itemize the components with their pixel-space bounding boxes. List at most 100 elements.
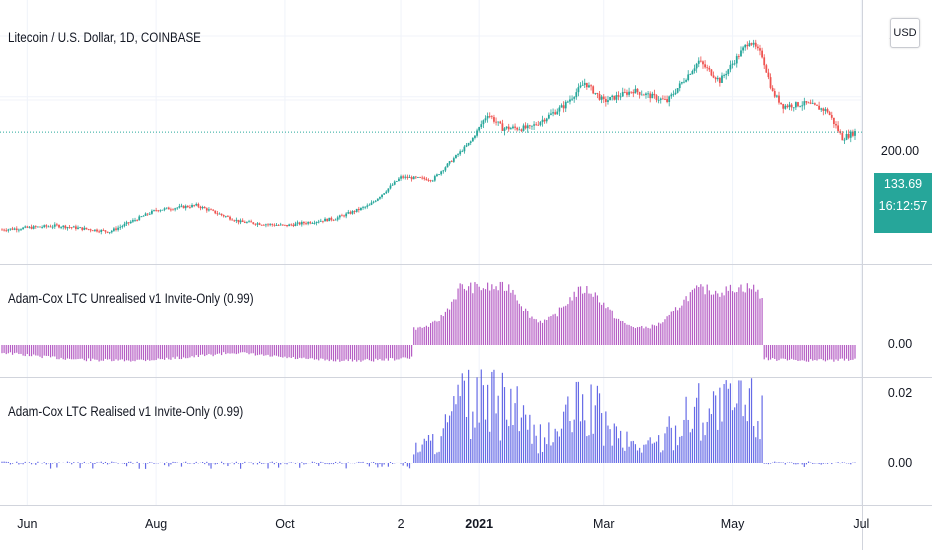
candle-body-54 <box>115 228 117 230</box>
candle-body-309 <box>653 93 656 96</box>
candle-body-21 <box>45 225 48 227</box>
candle-body-221 <box>467 142 470 146</box>
candle-body-178 <box>376 198 379 201</box>
candle-body-399 <box>843 139 846 141</box>
candle-body-245 <box>518 129 521 131</box>
candle-body-181 <box>383 193 386 195</box>
candle-body-129 <box>273 224 276 226</box>
candle-body-262 <box>554 112 557 115</box>
candle-body-362 <box>765 65 768 73</box>
candle-body-201 <box>425 178 428 181</box>
candle-body-74 <box>157 210 160 212</box>
candle-body-350 <box>740 50 742 57</box>
last-price-badge: 133.69 16:12:57 <box>874 173 932 233</box>
candle-body-202 <box>427 180 430 182</box>
price-axis-label-200: 200.00 <box>881 144 919 158</box>
candle-body-355 <box>750 43 753 45</box>
candle-body-237 <box>501 123 504 131</box>
candle-body-194 <box>410 177 413 180</box>
candle-body-95 <box>201 207 204 209</box>
candle-body-10 <box>22 227 25 230</box>
candle-body-108 <box>229 216 231 220</box>
candle-body-275 <box>581 84 584 86</box>
candle-body-61 <box>129 221 132 224</box>
candle-body-214 <box>452 158 455 162</box>
candle-body-131 <box>277 225 280 226</box>
candle-body-313 <box>661 98 664 100</box>
candle-body-96 <box>203 207 206 209</box>
candle-body-289 <box>611 95 614 98</box>
candle-body-371 <box>784 105 787 109</box>
candle-body-87 <box>184 205 187 209</box>
candle-body-190 <box>402 176 405 178</box>
candle-body-198 <box>419 177 421 178</box>
candle-body-9 <box>20 229 22 231</box>
candle-body-13 <box>28 226 31 228</box>
candle-body-163 <box>345 213 348 217</box>
candle-body-188 <box>398 178 400 182</box>
candle-body-373 <box>788 104 791 108</box>
candle-body-363 <box>767 72 770 78</box>
candle-body-130 <box>275 225 278 226</box>
candle-body-322 <box>680 82 683 84</box>
candle-body-67 <box>142 215 145 217</box>
candle-body-149 <box>315 221 318 224</box>
candle-body-277 <box>585 82 588 88</box>
candle-body-353 <box>746 44 749 47</box>
candle-body-361 <box>763 57 766 66</box>
candle-body-153 <box>324 218 326 222</box>
candle-body-382 <box>807 102 810 104</box>
candle-body-334 <box>706 67 709 69</box>
candle-body-348 <box>735 56 738 64</box>
candle-body-175 <box>370 202 373 205</box>
candle-body-156 <box>330 217 333 220</box>
candle-body-401 <box>847 133 850 138</box>
candle-body-251 <box>531 125 533 127</box>
candle-body-66 <box>140 216 143 218</box>
candle-body-352 <box>744 44 747 48</box>
candle-body-336 <box>710 69 713 76</box>
candle-body-325 <box>687 74 690 81</box>
candle-body-50 <box>106 231 109 233</box>
time-axis-label-2: Oct <box>275 517 295 531</box>
candle-body-206 <box>436 174 438 177</box>
time-axis-label-7: Jul <box>853 517 869 531</box>
candle-body-90 <box>191 205 193 208</box>
time-axis-label-6: May <box>721 517 745 531</box>
candle-body-212 <box>448 161 451 164</box>
candle-body-126 <box>267 224 269 226</box>
candle-body-119 <box>252 222 255 224</box>
candle-body-106 <box>224 216 227 218</box>
candle-body-320 <box>676 88 679 93</box>
candle-body-172 <box>364 206 367 208</box>
candle-body-377 <box>797 102 799 107</box>
candle-body-16 <box>34 226 37 228</box>
candle-body-193 <box>408 177 411 178</box>
candle-body-151 <box>319 220 322 222</box>
candle-body-227 <box>480 124 483 128</box>
candle-body-395 <box>835 123 837 126</box>
currency-button[interactable]: USD <box>890 18 920 48</box>
candle-body-72 <box>153 210 155 211</box>
candle-body-98 <box>208 209 210 211</box>
candle-body-307 <box>649 93 652 99</box>
candle-body-323 <box>683 81 685 83</box>
candle-body-23 <box>49 226 52 228</box>
candle-body-269 <box>569 99 571 102</box>
candle-body-62 <box>132 220 134 222</box>
candle-body-176 <box>372 201 375 203</box>
candle-body-55 <box>117 227 120 230</box>
candle-body-80 <box>170 209 172 211</box>
candle-body-88 <box>186 205 189 208</box>
candle-body-283 <box>598 93 601 100</box>
candle-body-354 <box>748 43 751 47</box>
candle-body-338 <box>714 77 717 80</box>
candle-body-52 <box>110 230 113 233</box>
candle-body-302 <box>638 92 641 95</box>
candle-body-241 <box>509 128 512 130</box>
candle-body-186 <box>393 181 396 185</box>
candle-body-101 <box>214 210 217 214</box>
candle-body-75 <box>159 210 162 212</box>
candle-body-59 <box>125 222 128 224</box>
